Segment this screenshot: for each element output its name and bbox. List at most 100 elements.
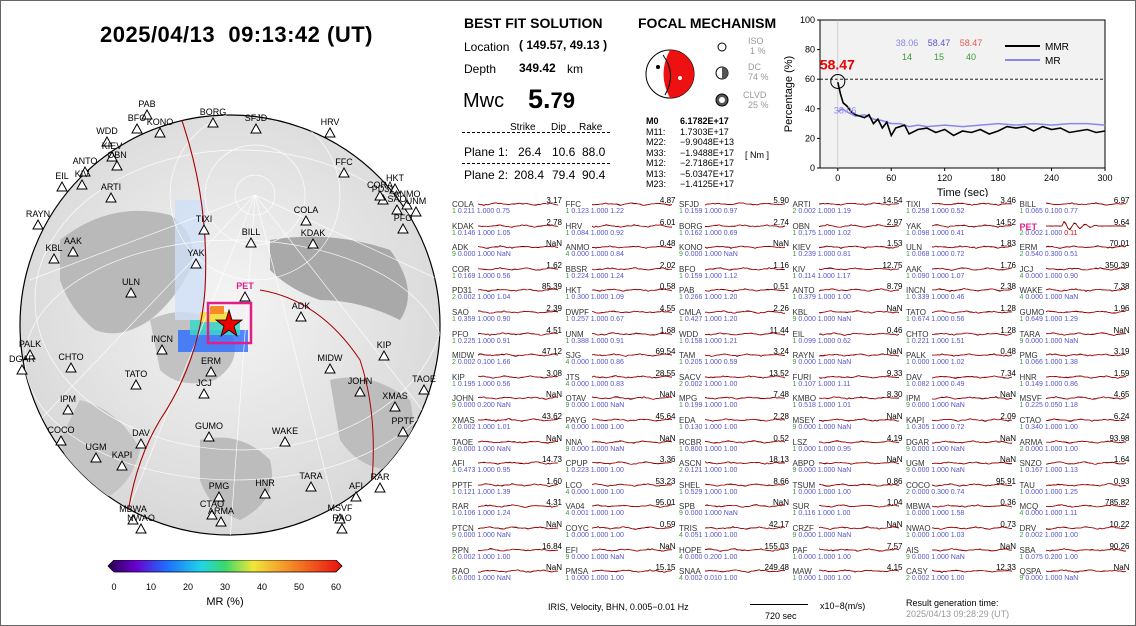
station-icon [116,459,128,471]
station-icon [127,513,139,525]
waveform-cell: CPUP 3.36 1 0.223 1.000 1.00 [564,455,700,478]
waveform-trace [1045,482,1126,487]
iso-pct: 1 % [750,46,766,56]
waveform-trace [591,547,672,552]
waveform-cell: COLA 3.17 1 0.211 1.000 0.75 [450,196,586,219]
waveform-stats: 9 0.000 1.000 NaN [792,359,852,367]
x-tick: 300 [1097,173,1112,183]
y-tick: 40 [805,104,815,114]
waveform-stats: 1 0.225 1.000 0.91 [452,337,511,345]
station-name: HRV [565,221,583,231]
colorbar-tick: 20 [183,582,193,592]
clvd-label: CLVD [743,90,767,100]
waveform-trace [1045,375,1126,379]
peak-label: 58.47 [820,56,855,72]
station-label: PMG [209,481,230,491]
dip-header: Dip [551,122,567,133]
waveform-cell: MPG 7.48 1 0.199 1.000 1.00 [677,390,813,413]
station-name: MCQ [1019,502,1039,512]
waveform-cell: JTS 28.55 4 0.000 1.000 0.83 [564,369,700,392]
amplitude: 13.52 [768,368,789,378]
waveform-stats: 1 0.000 1.000 1.25 [1019,488,1078,496]
colorbar-tick: 60 [331,582,341,592]
amplitude: 2.26 [773,304,789,313]
waveform-cell: LSZ 4.19 1 0.000 1.000 0.95 [791,434,927,457]
station-name: COYC [565,524,589,533]
station-label: TARA [299,471,322,481]
amplitude: NaN [886,304,903,313]
tensor-key: M11: [646,126,666,137]
station-label: OBN [107,150,127,160]
waveform-stats: 1 0.529 1.000 1.00 [679,488,738,496]
waveform-stats: 2 0.002 1.000 0.11 [1019,229,1078,237]
station-label: DGAR [9,354,36,364]
waveform-stats: 4 0.000 1.000 1.00 [565,488,624,496]
station-icon [239,290,251,302]
waveform-trace [818,483,899,487]
focal-title: FOCAL MECHANISM [638,15,777,31]
station-name: MIDW [452,351,475,361]
station-label: KONO [147,117,174,127]
station-name: KONO [679,243,703,253]
station-name: IPM [906,394,921,404]
station-label: PPTF [391,416,415,426]
station-label: KDAK [301,228,326,238]
waveform-cell: ANTO 8.79 1 0.379 1.000 1.00 [791,282,927,305]
amplitude: NaN [659,541,676,551]
amplitude: 10.22 [1109,520,1130,529]
waveform-trace [1045,547,1126,552]
amplitude: 2.38 [1000,282,1016,292]
waveform-cell: MCQ 785.82 4 0.000 1.000 1.11 [1018,498,1136,521]
amplitude: 6.01 [659,217,676,227]
station-icon [16,363,28,375]
waveform-trace [591,310,672,314]
amplitude: 95.01 [655,498,676,508]
station-icon [324,126,336,138]
waveform-stats: 9 0.000 1.000 NaN [452,251,511,259]
waveform-trace [591,245,672,249]
waveform-trace [478,245,558,249]
waveform-stats: 1 0.000 1.000 1.00 [792,575,851,583]
amplitude: 93.98 [1109,433,1130,443]
waveform-trace [818,374,899,379]
amplitude: 95.91 [995,476,1016,486]
station-name: HNR [1019,372,1037,382]
station-label: TIXI [196,214,213,224]
station-name: DAV [906,372,922,382]
waveform-trace [478,288,558,293]
station-name: ABPO [792,459,815,469]
station-icon [55,434,67,446]
amplitude: NaN [999,433,1016,443]
colorbar-tick: 30 [220,582,230,592]
station-name: XMAS [452,416,475,425]
station-icon [307,237,319,249]
amplitude: 2.78 [546,217,562,227]
waveform-stats: 9 0.000 1.000 NaN [792,467,852,475]
waveform-trace [1045,526,1126,530]
waveform-cell: KIEV 1.53 1 0.239 1.000 0.81 [791,239,927,262]
waveform-cell: KDAK 2.78 1 0.146 1.000 1.05 [450,218,586,241]
waveform-cell: PAYG 45.64 4 0.000 1.000 1.00 [564,412,700,435]
waveform-trace [478,375,558,379]
waveform-cell: PAF 7.57 1 0.000 1.000 1.00 [791,542,927,565]
station-icon [378,349,390,361]
waveform-trace [932,202,1012,206]
waveform-trace [818,526,899,530]
waveform-cell: AFI 14.73 1 0.473 1.000 0.95 [450,455,586,478]
station-name: MAW [792,567,812,577]
waveform-cell: NWAO 0.73 1 0.000 1.000 1.03 [904,520,1040,543]
amplitude: 1.62 [546,260,562,270]
waveform-stats: 1 0.146 1.000 1.05 [452,229,511,237]
waveform-cell: HRV 6.01 1 0.084 1.000 0.92 [564,218,700,241]
amplitude: 8.79 [886,282,903,292]
waveform-trace [478,223,558,228]
amplitude: 1.83 [1000,239,1016,249]
station-name: CTAO [1019,416,1042,425]
waveform-stats: 9 0.000 1.000 NaN [452,445,511,453]
waveform-trace [932,288,1012,293]
waveform-stats: 9 0.000 1.000 NaN [792,424,852,431]
station-label: ANTO [73,156,98,166]
waveform-cell: CASY 12.33 2 0.002 1.000 1.00 [904,563,1040,586]
waveform-trace [932,526,1012,530]
